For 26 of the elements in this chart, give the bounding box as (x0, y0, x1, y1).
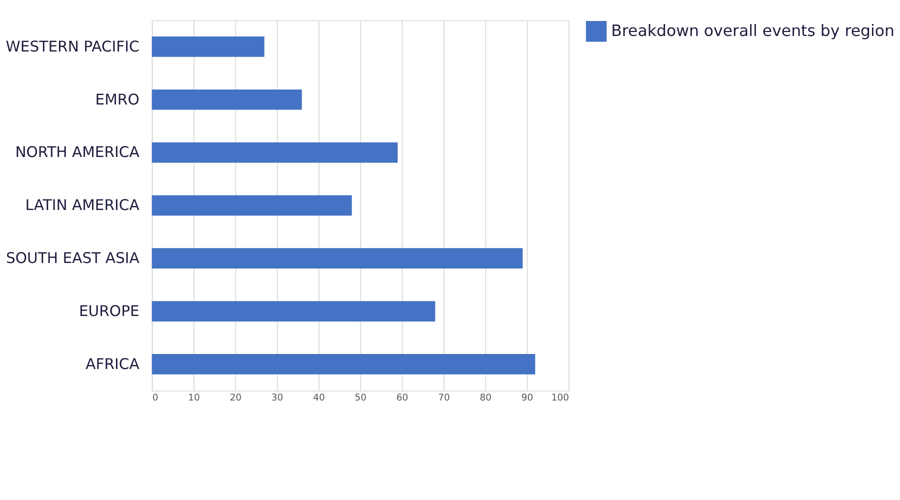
bar (152, 301, 436, 322)
bar (152, 195, 352, 216)
x-tick-label: 100 (551, 392, 570, 404)
x-tick-label: 90 (521, 392, 534, 404)
y-tick-label: LATIN AMERICA (25, 197, 140, 214)
x-tick-label: 10 (188, 392, 200, 404)
x-tick-label: 60 (396, 392, 408, 404)
x-tick-label: 20 (230, 392, 242, 404)
legend-label: Breakdown overall events by region (611, 21, 894, 40)
y-tick-label: WESTERN PACIFIC (6, 38, 140, 56)
bar (152, 248, 523, 269)
x-tick-label: 80 (480, 392, 492, 404)
bar (152, 89, 302, 110)
x-tick-label: 0 (152, 392, 158, 404)
y-tick-label: NORTH AMERICA (15, 144, 140, 162)
x-tick-label: 70 (438, 392, 450, 404)
y-tick-label: AFRICA (86, 356, 140, 373)
x-tick-label: 30 (271, 392, 284, 404)
bar (152, 36, 264, 57)
bar (152, 354, 536, 374)
y-tick-label: EUROPE (78, 302, 140, 320)
x-tick-label: 50 (354, 392, 367, 404)
y-tick-label: SOUTH EAST ASIA (6, 250, 140, 267)
y-tick-label: EMRO (95, 91, 140, 108)
bar (152, 142, 398, 163)
x-tick-label: 40 (313, 392, 325, 404)
